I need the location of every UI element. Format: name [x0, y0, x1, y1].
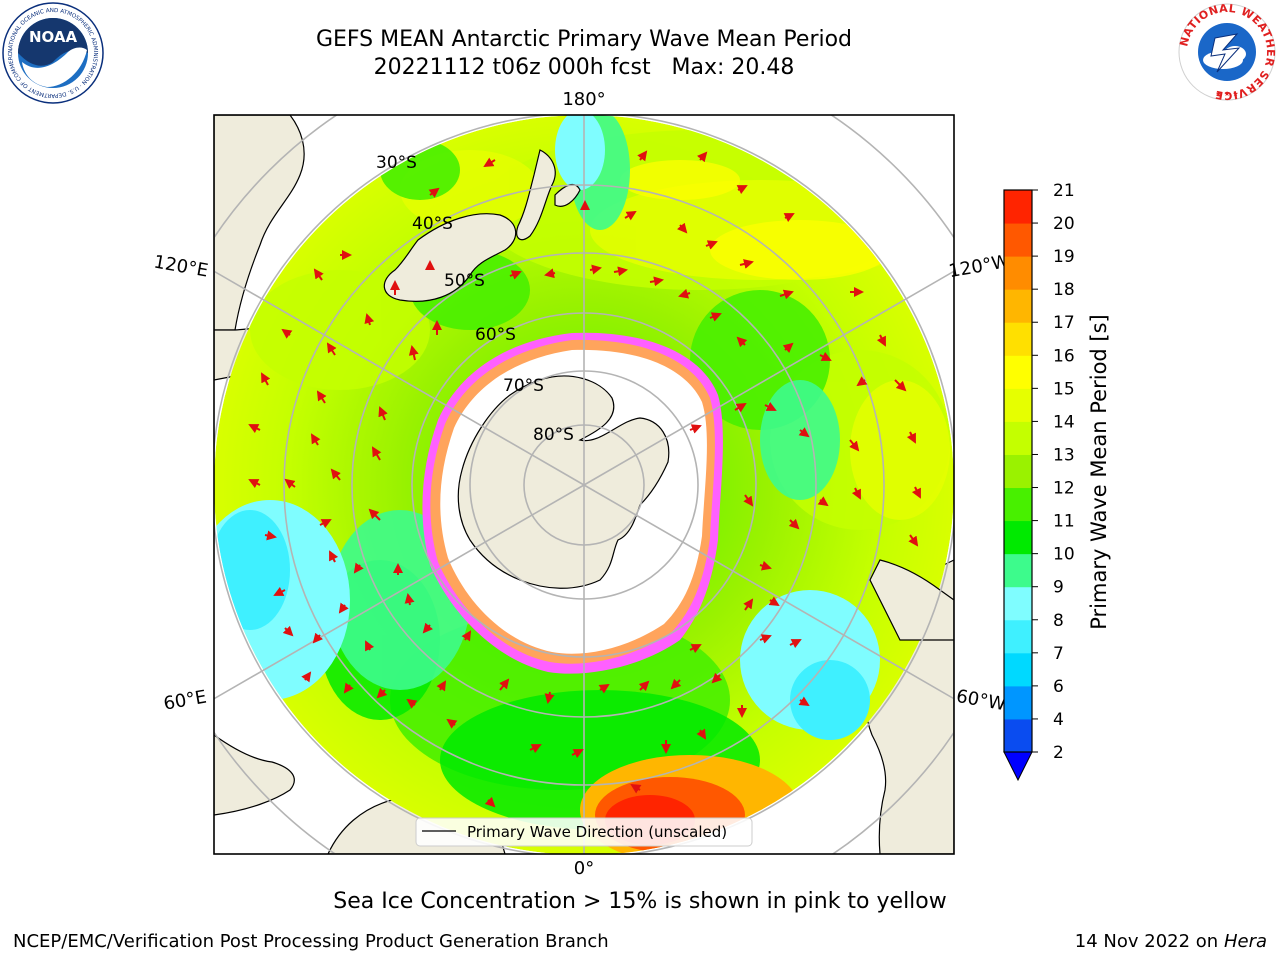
colorbar-tick-label: 13: [1053, 445, 1075, 465]
colorbar-segment: [1004, 223, 1032, 257]
lat-label-70s: 70°S: [503, 376, 544, 396]
colorbar-tick-label: 11: [1053, 512, 1075, 532]
map-legend: Primary Wave Direction (unscaled): [415, 817, 753, 847]
colorbar-tick-label: 20: [1053, 214, 1075, 234]
continents-inside-disc: [383, 149, 954, 641]
map-subtitle: 20221112 t06z 000h fcst Max: 20.48: [373, 55, 795, 80]
noaa-logo: NATIONAL OCEANIC AND ATMOSPHERIC ADMINIS…: [2, 2, 104, 104]
colorbar-tick-label: 4: [1053, 710, 1064, 730]
lat-label-40s: 40°S: [412, 214, 453, 234]
colorbar-segment: [1004, 718, 1032, 753]
lon-label-60w: 60°W: [955, 686, 1008, 715]
colorbar-tick-label: 9: [1053, 578, 1064, 598]
lon-label-120e: 120°E: [152, 251, 210, 281]
wave-direction-arrows: [248, 150, 921, 808]
nws-logo: NATIONAL WEATHER SERVICE ★ ★ ★: [1177, 2, 1276, 102]
colorbar-tick-label: 12: [1053, 479, 1075, 499]
colorbar-tick-label: 10: [1053, 545, 1075, 565]
lon-label-0: 0°: [574, 858, 594, 879]
map-panel: [214, 115, 954, 854]
colorbar-extend-arrow: [1003, 751, 1033, 782]
colorbar-segment: [1004, 388, 1032, 422]
colorbar-label: Primary Wave Mean Period [s]: [1087, 314, 1111, 630]
colorbar-segment: [1004, 421, 1032, 455]
colorbar-tick-label: 14: [1053, 412, 1075, 432]
lat-label-30s: 30°S: [376, 153, 417, 173]
lat-label-80s: 80°S: [533, 425, 574, 445]
colorbar-tick-label: 6: [1053, 677, 1064, 697]
svg-text:★ ★ ★: ★ ★ ★: [1215, 90, 1238, 98]
colorbar-segment: [1004, 619, 1032, 654]
sea-ice-note: Sea Ice Concentration > 15% is shown in …: [333, 889, 947, 914]
map-frame: [213, 114, 955, 855]
colorbar-outline: [1003, 189, 1033, 753]
colorbar-tick-label: 2: [1053, 743, 1064, 763]
colorbar-segment: [1004, 355, 1032, 389]
colorbar-segment: [1004, 487, 1032, 522]
colorbar-segment: [1004, 685, 1032, 720]
colorbar-segment: [1004, 553, 1032, 588]
colorbar-tick-label: 19: [1053, 247, 1075, 267]
lon-label-180: 180°: [562, 89, 605, 110]
date-tag: 14 Nov 2022 on Hera: [1075, 931, 1267, 952]
map-title: GEFS MEAN Antarctic Primary Wave Mean Pe…: [315, 27, 853, 52]
colorbar-segment: [1004, 256, 1032, 290]
noaa-logo-text: NOAA: [29, 28, 78, 46]
colorbar-tick-label: 18: [1053, 280, 1075, 300]
colorbar-tick-label: 8: [1053, 611, 1064, 631]
date-text: 14 Nov 2022 on: [1074, 931, 1219, 952]
lon-label-60e: 60°E: [162, 686, 208, 714]
colorbar-segment: [1004, 289, 1032, 323]
legend-label: Primary Wave Direction (unscaled): [467, 823, 727, 841]
graticule: [214, 115, 954, 854]
colorbar-tick-label: 17: [1053, 313, 1075, 333]
colorbar-segment: [1004, 652, 1032, 687]
colorbar-tick-label: 7: [1053, 644, 1064, 664]
colorbar-tick-label: 16: [1053, 346, 1075, 366]
colorbar-segment: [1004, 520, 1032, 555]
credits: NCEP/EMC/Verification Post Processing Pr…: [13, 931, 609, 952]
machine-name: Hera: [1223, 931, 1267, 952]
colorbar-tick-label: 15: [1053, 379, 1075, 399]
colorbar-tick-label: 21: [1053, 181, 1075, 201]
lon-label-120w: 120°W: [947, 251, 1011, 282]
colorbar-segment: [1004, 586, 1032, 621]
lat-label-50s: 50°S: [444, 271, 485, 291]
colorbar-segment: [1004, 190, 1032, 224]
lat-label-60s: 60°S: [475, 325, 516, 345]
colorbar: 2 4 6 7 8 9 10 11 12 13 14 15 16 17 18 19 20 21: [1003, 181, 1075, 782]
colorbar-segment: [1004, 454, 1032, 489]
colorbar-segment: [1004, 322, 1032, 356]
